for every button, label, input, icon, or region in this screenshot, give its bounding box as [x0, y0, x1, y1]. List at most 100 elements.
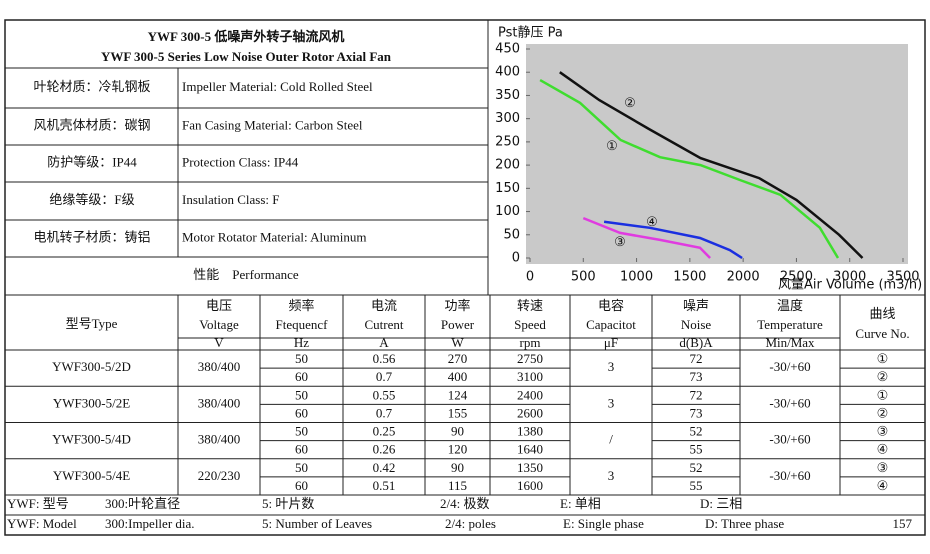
y-tick-label: 350	[495, 88, 520, 103]
table-cell: 50	[295, 460, 308, 475]
table-cell: 3	[608, 359, 615, 374]
table-cell: 90	[451, 424, 464, 439]
legend-note-en: YWF: Model	[7, 516, 77, 531]
table-cell: ①	[877, 351, 889, 366]
column-header: 转速	[517, 298, 543, 313]
table-cell: 3	[608, 395, 615, 410]
y-tick-label: 250	[495, 134, 520, 149]
table-cell: ①	[877, 387, 889, 402]
material-cn: 风机壳体材质：碳钢	[33, 117, 150, 132]
table-cell: 60	[295, 369, 308, 384]
table-cell: ③	[877, 424, 889, 439]
legend-note-en: 5: Number of Leaves	[262, 516, 372, 531]
y-tick-label: 100	[495, 204, 520, 219]
column-header: 功率	[444, 298, 470, 313]
table-cell: 2750	[517, 351, 543, 366]
column-header: 电压	[206, 298, 232, 313]
table-cell: 380/400	[198, 359, 241, 374]
y-axis-label: Pst静压 Pa	[498, 26, 563, 41]
column-header: W	[451, 335, 464, 350]
column-header: rpm	[520, 335, 541, 350]
x-axis-label: 风量Air Volume (m3/h)	[778, 278, 922, 293]
column-header: 电容	[598, 298, 624, 313]
table-cell: -30/+60	[769, 432, 810, 447]
table-cell: 60	[295, 478, 308, 493]
material-en: Protection Class: IP44	[182, 154, 299, 169]
x-tick-label: 1500	[673, 270, 706, 285]
legend-note-cn: 2/4: 极数	[440, 496, 489, 511]
curve-label: ②	[624, 95, 636, 110]
curve	[559, 71, 864, 259]
table-cell: 0.26	[373, 442, 396, 457]
table-cell: 3100	[517, 369, 543, 384]
table-cell: ②	[877, 405, 889, 420]
curve	[603, 220, 743, 260]
material-en: Motor Rotator Material: Aluminum	[182, 229, 367, 244]
x-tick-label: 2000	[727, 270, 760, 285]
legend-note-en: 2/4: poles	[445, 516, 496, 531]
column-header: Voltage	[199, 317, 239, 332]
table-cell: -30/+60	[769, 468, 810, 483]
table-cell: 2400	[517, 387, 543, 402]
table-cell: ④	[877, 442, 889, 457]
material-cn: 叶轮材质：冷轧钢板	[33, 79, 150, 94]
table-cell: YWF300-5/4E	[53, 468, 130, 483]
table-cell: 72	[690, 387, 703, 402]
column-header: 噪声	[683, 298, 709, 313]
x-tick-label: 3500	[886, 270, 919, 285]
table-cell: 155	[448, 405, 468, 420]
legend-note-en: E: Single phase	[563, 516, 644, 531]
column-header: Cutrent	[365, 317, 404, 332]
table-cell: ③	[877, 460, 889, 475]
material-cn: 防护等级：IP44	[47, 154, 137, 169]
column-header: Min/Max	[765, 335, 815, 350]
table-cell: 0.7	[376, 369, 393, 384]
y-tick-label: 400	[495, 65, 520, 80]
y-tick-label: 150	[495, 181, 520, 196]
table-cell: 1350	[517, 460, 543, 475]
y-tick-label: 200	[495, 158, 520, 173]
table-cell: 380/400	[198, 432, 241, 447]
table-cell: -30/+60	[769, 395, 810, 410]
table-cell: 90	[451, 460, 464, 475]
table-cell: 270	[448, 351, 468, 366]
table-cell: 73	[690, 405, 703, 420]
x-tick-label: 0	[526, 270, 534, 285]
column-header: Capacitot	[586, 317, 636, 332]
legend-note-cn: E: 单相	[560, 496, 601, 511]
material-en: Impeller Material: Cold Rolled Steel	[182, 79, 373, 94]
title: YWF 300-5 低噪声外转子轴流风机	[148, 29, 345, 44]
table-cell: 220/230	[198, 468, 241, 483]
table-cell: 60	[295, 405, 308, 420]
table-cell: ④	[877, 478, 889, 493]
legend-note-en: D: Three phase	[705, 516, 784, 531]
table-cell: /	[609, 432, 613, 447]
table-cell: 55	[690, 478, 703, 493]
table-cell: 60	[295, 442, 308, 457]
frame	[4, 19, 926, 536]
column-header: μF	[604, 335, 618, 350]
table-cell: 124	[448, 387, 468, 402]
table-cell: 3	[608, 468, 615, 483]
column-header: 曲线	[869, 306, 895, 321]
column-header: V	[214, 335, 224, 350]
table-cell: 52	[690, 460, 703, 475]
table-cell: 50	[295, 387, 308, 402]
curve-label: ④	[646, 214, 658, 229]
table-cell: 0.25	[373, 424, 396, 439]
column-header: 温度	[777, 298, 803, 313]
table-cell: YWF300-5/2E	[53, 395, 130, 410]
y-tick-label: 450	[495, 42, 520, 57]
column-header: Hz	[294, 335, 309, 350]
plot-bg	[526, 44, 908, 264]
material-en: Insulation Class: F	[182, 192, 280, 207]
table-cell: 2600	[517, 405, 543, 420]
material-cn: 绝缘等级：F级	[49, 192, 134, 207]
column-header: 电流	[371, 298, 397, 313]
curve	[539, 79, 840, 259]
table-cell: ②	[877, 369, 889, 384]
table-cell: -30/+60	[769, 359, 810, 374]
table-cell: 0.7	[376, 405, 393, 420]
x-tick-label: 1000	[620, 270, 653, 285]
